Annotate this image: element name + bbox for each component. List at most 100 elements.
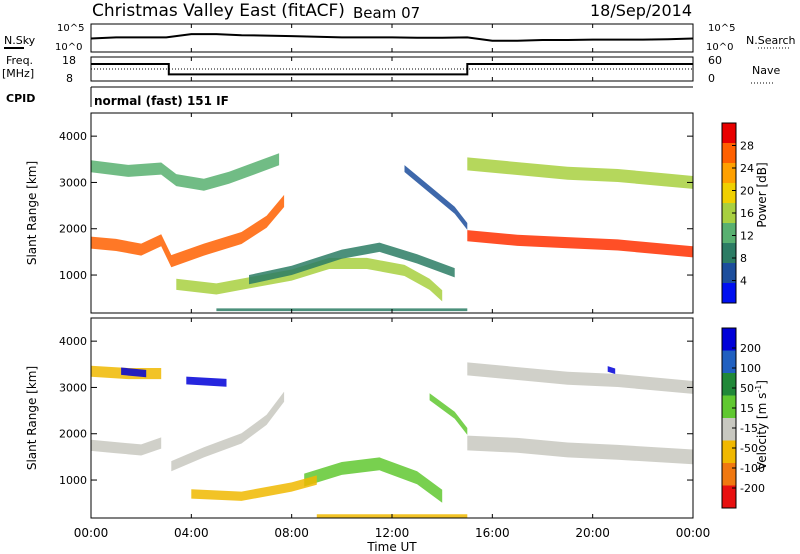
power-band-near-echoes bbox=[176, 257, 443, 302]
velocity-colorbar-tick-label: 50 bbox=[740, 382, 754, 395]
velocity-ytick-label: 4000 bbox=[59, 335, 87, 348]
velocity-frame bbox=[90, 317, 694, 519]
freq-unit-label: [MHz] bbox=[2, 67, 34, 80]
x-tick-label: 08:00 bbox=[274, 526, 309, 540]
power-colorbar-tick-label: 20 bbox=[740, 185, 754, 198]
x-tick-label: 00:00 bbox=[676, 526, 711, 540]
velocity-band-blue-patch-2 bbox=[186, 376, 227, 387]
velocity-colorbar-tick-label: -50 bbox=[740, 442, 758, 455]
velocity-band-orange-band bbox=[191, 475, 317, 501]
power-band-descending-echoes bbox=[404, 165, 468, 230]
power-panel: 1000 2000 3000 4000 Slant Range [km] 28 24 20… bbox=[25, 112, 769, 314]
noise-series bbox=[90, 33, 694, 42]
power-colorbar-segment bbox=[722, 123, 736, 144]
velocity-panel: 1000 2000 3000 4000 Slant Range [km] 200 100… bbox=[25, 317, 769, 519]
nave-tick-bottom: 0 bbox=[708, 72, 715, 85]
velocity-colorbar-tick-label: -100 bbox=[740, 462, 765, 475]
freq-label: Freq. bbox=[6, 54, 33, 67]
velocity-colorbar-tick-label: 200 bbox=[740, 342, 761, 355]
power-ytick-label: 1000 bbox=[59, 269, 87, 282]
velocity-ylabel: Slant Range [km] bbox=[25, 366, 39, 470]
velocity-colorbar-tick-label: 15 bbox=[740, 402, 754, 415]
power-band-ground-clutter bbox=[216, 308, 468, 312]
velocity-colorbar-segment bbox=[722, 463, 736, 486]
velocity-colorbar-segment bbox=[722, 395, 736, 419]
velocity-colorbar-segment bbox=[722, 328, 736, 351]
freq-tick-top: 18 bbox=[62, 54, 76, 67]
freq-series bbox=[91, 63, 693, 76]
power-ylabel: Slant Range [km] bbox=[25, 161, 39, 265]
velocity-ytick-label: 1000 bbox=[59, 474, 87, 487]
velocity-band-early-lower-band bbox=[91, 437, 162, 456]
velocity-band-blue-patch-1 bbox=[121, 367, 147, 378]
velocity-colorbar-frame bbox=[721, 327, 737, 509]
noise-tick-left-bottom: 10^0 bbox=[55, 42, 82, 53]
x-axis-label: Time UT bbox=[366, 540, 417, 554]
power-colorbar-tick-label: 8 bbox=[740, 252, 747, 265]
x-tick-label: 12:00 bbox=[375, 526, 410, 540]
power-colorbar-segment bbox=[722, 143, 736, 164]
power-colorbar-segment bbox=[722, 263, 736, 284]
freq-line bbox=[91, 63, 693, 76]
noise-tick-left-top: 10^5 bbox=[57, 23, 84, 34]
power-band-upper-F-echoes bbox=[91, 153, 280, 191]
power-colorbar-segment bbox=[722, 163, 736, 184]
x-tick-label: 16:00 bbox=[475, 526, 510, 540]
velocity-plot-area bbox=[91, 362, 693, 518]
power-colorbar-tick-label: 24 bbox=[740, 162, 754, 175]
power-colorbar-segment bbox=[722, 203, 736, 224]
velocity-band-late-lower-band bbox=[467, 435, 693, 465]
power-band-late-lower-band bbox=[467, 230, 693, 258]
power-colorbar-label: Power [dB] bbox=[755, 162, 769, 227]
nsearch-label: N.Search bbox=[746, 34, 796, 47]
power-y-axis: 1000 2000 3000 4000 bbox=[59, 130, 693, 282]
power-colorbar-segment bbox=[722, 283, 736, 304]
velocity-ytick-label: 2000 bbox=[59, 428, 87, 441]
power-colorbar-segment bbox=[722, 243, 736, 264]
velocity-band-diagonal-band bbox=[171, 391, 285, 472]
velocity-colorbar-label: Velocity [m s-1] bbox=[754, 380, 769, 470]
velocity-colorbar-segment bbox=[722, 440, 736, 464]
power-colorbar-tick-label: 12 bbox=[740, 230, 754, 243]
velocity-colorbar-segment bbox=[722, 418, 736, 441]
power-colorbar-tick-label: 28 bbox=[740, 140, 754, 153]
chart-title: Christmas Valley East (fitACF) bbox=[92, 1, 345, 21]
velocity-colorbar-tick-label: 100 bbox=[740, 362, 761, 375]
power-colorbar: 28 24 20 16 12 8 4 bbox=[721, 122, 754, 304]
velocity-band-green-band bbox=[304, 457, 443, 503]
power-plot-area bbox=[91, 153, 693, 312]
power-band-lower-F-echoes bbox=[91, 194, 285, 268]
velocity-band-blue-dot bbox=[607, 366, 616, 374]
velocity-band-descending-green bbox=[429, 393, 468, 435]
power-band-ionospheric-echoes bbox=[249, 242, 455, 285]
velocity-ytick-label: 3000 bbox=[59, 381, 87, 394]
velocity-colorbar-segment bbox=[722, 485, 736, 509]
noise-tick-right-bottom: 10^0 bbox=[706, 42, 733, 53]
x-axis: 00:00 04:00 08:00 12:00 16:00 20:00 00:00 bbox=[74, 24, 711, 540]
power-colorbar-tick-label: 16 bbox=[740, 207, 754, 220]
velocity-colorbar-tick-label: -15 bbox=[740, 422, 758, 435]
nave-tick-top: 60 bbox=[708, 54, 722, 67]
velocity-colorbar: 200 100 50 15 -15 -50 -100 -200 bbox=[721, 327, 765, 509]
x-tick-label: 00:00 bbox=[74, 526, 109, 540]
nave-label: Nave bbox=[752, 64, 780, 77]
velocity-colorbar-segment bbox=[722, 350, 736, 374]
power-band-late-upper-band bbox=[467, 157, 693, 189]
beam-label: Beam 07 bbox=[353, 4, 420, 22]
velocity-colorbar-tick-label: -200 bbox=[740, 482, 765, 495]
freq-tick-bottom: 8 bbox=[66, 72, 73, 85]
power-ytick-label: 3000 bbox=[59, 176, 87, 189]
frequency-panel: Freq. [MHz] 18 8 60 0 Nave bbox=[2, 54, 780, 85]
power-colorbar-segment bbox=[722, 183, 736, 204]
cpid-value: normal (fast) 151 IF bbox=[94, 94, 229, 108]
x-tick-label: 20:00 bbox=[575, 526, 610, 540]
nsky-line bbox=[90, 33, 694, 42]
noise-tick-right-top: 10^5 bbox=[708, 23, 735, 34]
date-label: 18/Sep/2014 bbox=[590, 1, 692, 20]
noise-panel: N.Sky N.Search 10^5 10^0 10^5 10^0 bbox=[4, 23, 796, 53]
power-ytick-label: 4000 bbox=[59, 130, 87, 143]
velocity-band-late-upper-band bbox=[467, 362, 693, 394]
velocity-y-axis: 1000 2000 3000 4000 bbox=[59, 335, 693, 487]
power-colorbar-segment bbox=[722, 223, 736, 244]
